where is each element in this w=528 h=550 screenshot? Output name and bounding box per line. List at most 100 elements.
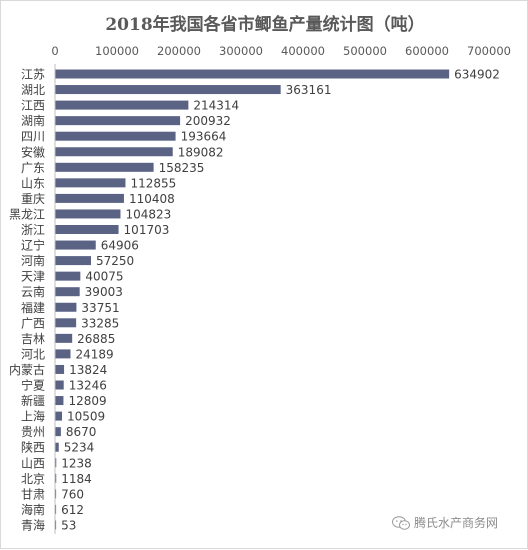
bar	[55, 116, 181, 126]
category-label: 江西	[21, 99, 45, 113]
bar	[55, 271, 81, 281]
data-label: 363161	[286, 83, 332, 97]
bar	[55, 193, 124, 203]
category-label: 云南	[21, 284, 45, 299]
category-label: 上海	[21, 409, 45, 424]
bar	[55, 147, 173, 157]
bar	[55, 178, 126, 188]
category-label: 山西	[21, 456, 45, 470]
category-label: 河南	[21, 253, 45, 268]
data-label: 612	[61, 503, 84, 517]
category-label: 河北	[21, 347, 45, 361]
wechat-icon	[392, 515, 410, 530]
data-label: 760	[61, 487, 84, 501]
bar	[55, 396, 64, 406]
bar	[55, 162, 154, 172]
category-label: 甘肃	[21, 487, 45, 501]
bar	[55, 209, 121, 219]
category-label: 湖北	[21, 82, 45, 97]
bar	[55, 442, 59, 452]
data-label: 13824	[69, 363, 107, 377]
data-label: 101703	[124, 223, 170, 237]
category-label: 广东	[21, 161, 45, 175]
x-tick-label: 100000	[95, 44, 139, 58]
data-label: 24189	[75, 347, 113, 361]
category-label: 安徽	[21, 144, 45, 159]
category-label: 四川	[21, 130, 45, 144]
data-label: 53	[61, 518, 76, 532]
x-tick-label: 500000	[343, 44, 387, 58]
bar	[55, 380, 64, 390]
bar	[55, 504, 57, 514]
category-label: 青海	[21, 517, 45, 532]
bar	[55, 489, 57, 499]
watermark: 腾氏水产商务网	[389, 513, 502, 532]
bar	[55, 520, 57, 530]
category-label: 天津	[21, 270, 45, 284]
data-label: 1184	[61, 472, 92, 486]
data-label: 634902	[454, 68, 500, 82]
x-tick-label: 700000	[467, 44, 511, 58]
data-label: 214314	[193, 99, 239, 113]
category-label: 海南	[21, 502, 45, 517]
category-label: 黑龙江	[9, 207, 45, 221]
data-label: 39003	[85, 285, 123, 299]
data-label: 110408	[129, 192, 175, 206]
bar	[55, 364, 65, 374]
category-label: 北京	[21, 472, 45, 486]
category-label: 福建	[21, 300, 45, 315]
data-label: 189082	[178, 145, 224, 159]
category-label: 陕西	[21, 440, 45, 455]
data-label: 13246	[69, 379, 107, 393]
bar	[55, 473, 57, 483]
data-label: 104823	[125, 207, 171, 221]
data-label: 1238	[61, 456, 92, 470]
category-label: 辽宁	[21, 238, 45, 253]
bar	[55, 302, 77, 312]
bar	[55, 411, 63, 421]
x-tick-label: 0	[51, 44, 58, 58]
watermark-text: 腾氏水产商务网	[414, 516, 499, 530]
bar	[55, 100, 189, 110]
x-tick-label: 200000	[157, 44, 201, 58]
category-label: 贵州	[21, 425, 45, 439]
category-label: 湖南	[21, 113, 45, 128]
chart-title: 2018年我国各省市鲫鱼产量统计图（吨）	[105, 15, 425, 35]
data-label: 64906	[101, 239, 139, 253]
data-label: 200932	[185, 114, 231, 128]
category-label: 吉林	[21, 332, 45, 346]
bar	[55, 240, 96, 250]
bar	[55, 256, 91, 266]
data-label: 57250	[96, 254, 134, 268]
category-label: 山东	[21, 176, 45, 190]
bar	[55, 131, 176, 141]
category-label: 重庆	[21, 192, 45, 206]
bar	[55, 427, 61, 437]
data-label: 8670	[66, 425, 97, 439]
category-label: 江苏	[21, 68, 45, 82]
data-label: 33285	[81, 316, 119, 330]
category-label: 广西	[21, 316, 45, 330]
data-label: 193664	[181, 130, 227, 144]
bar	[55, 85, 281, 95]
bar	[55, 349, 71, 359]
category-label: 内蒙古	[9, 362, 45, 377]
x-tick-label: 400000	[281, 44, 325, 58]
bar	[55, 69, 450, 79]
category-label: 浙江	[21, 223, 45, 237]
data-label: 40075	[85, 270, 123, 284]
data-label: 10509	[67, 410, 105, 424]
bar	[55, 458, 57, 468]
category-label: 宁夏	[21, 378, 45, 393]
data-label: 12809	[68, 394, 106, 408]
bar	[55, 225, 119, 234]
data-label: 5234	[64, 441, 95, 455]
data-label: 112855	[130, 176, 176, 190]
data-label: 33751	[81, 301, 119, 315]
data-label: 26885	[77, 332, 115, 346]
bar	[55, 333, 73, 343]
x-tick-label: 300000	[219, 44, 263, 58]
x-tick-label: 600000	[405, 44, 449, 58]
category-label: 新疆	[21, 393, 45, 408]
